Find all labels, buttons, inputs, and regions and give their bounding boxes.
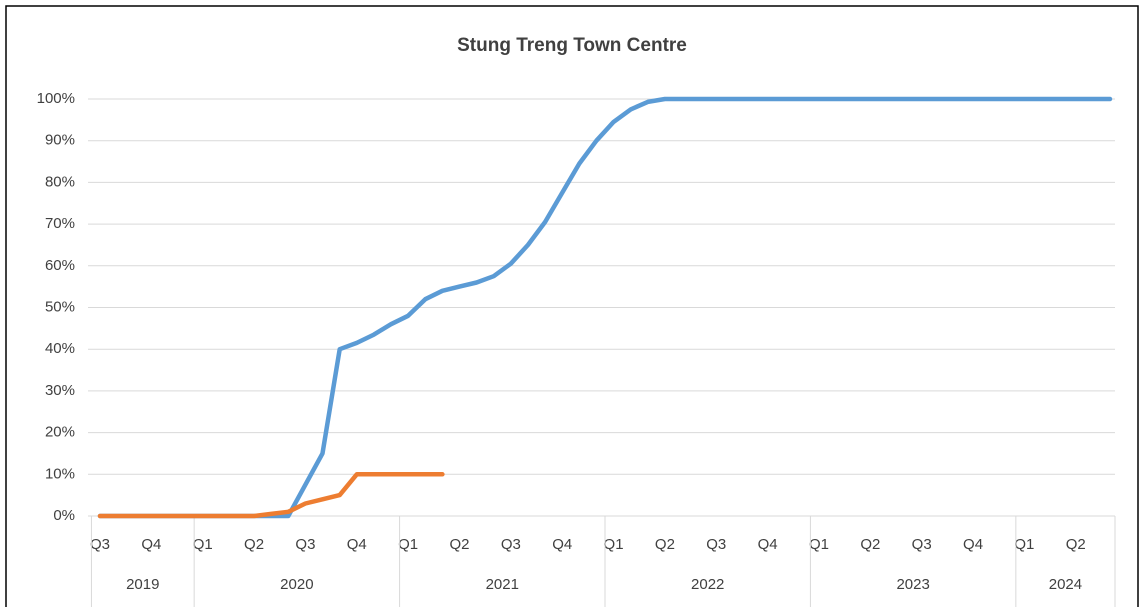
x-tick-label: Q4 — [963, 536, 983, 553]
chart-title: Stung Treng Town Centre — [457, 35, 687, 56]
x-tick-label: Q4 — [552, 536, 572, 553]
x-tick-label: Q1 — [398, 536, 418, 553]
x-tick-label: Q4 — [347, 536, 367, 553]
y-tick-label: 40% — [45, 340, 75, 357]
x-tick-label: Q1 — [193, 536, 213, 553]
x-tick-label: Q3 — [90, 536, 110, 553]
y-tick-label: 10% — [45, 465, 75, 482]
x-tick-label: Q3 — [295, 536, 315, 553]
x-tick-label: Q3 — [501, 536, 521, 553]
year-label: 2020 — [280, 576, 313, 593]
year-label: 2023 — [896, 576, 929, 593]
y-tick-label: 80% — [45, 173, 75, 190]
x-tick-label: Q2 — [860, 536, 880, 553]
chart-frame — [5, 5, 1139, 607]
y-tick-label: 50% — [45, 298, 75, 315]
y-tick-label: 60% — [45, 257, 75, 274]
x-tick-label: Q4 — [141, 536, 161, 553]
y-tick-label: 100% — [37, 90, 75, 107]
year-label: 2019 — [126, 576, 159, 593]
y-tick-label: 70% — [45, 215, 75, 232]
series-line — [97, 472, 445, 519]
x-tick-label: Q3 — [706, 536, 726, 553]
year-label: 2022 — [691, 576, 724, 593]
x-tick-label: Q4 — [758, 536, 778, 553]
x-tick-label: Q2 — [1066, 536, 1086, 553]
year-label: 2021 — [486, 576, 519, 593]
y-tick-label: 0% — [53, 507, 75, 524]
x-tick-label: Q2 — [244, 536, 264, 553]
x-tick-label: Q3 — [912, 536, 932, 553]
x-tick-label: Q1 — [809, 536, 829, 553]
year-label: 2024 — [1049, 576, 1082, 593]
x-tick-label: Q1 — [604, 536, 624, 553]
x-tick-label: Q1 — [1014, 536, 1034, 553]
x-tick-label: Q2 — [449, 536, 469, 553]
x-tick-label: Q2 — [655, 536, 675, 553]
y-tick-label: 20% — [45, 424, 75, 441]
y-tick-label: 30% — [45, 382, 75, 399]
y-tick-label: 90% — [45, 132, 75, 149]
